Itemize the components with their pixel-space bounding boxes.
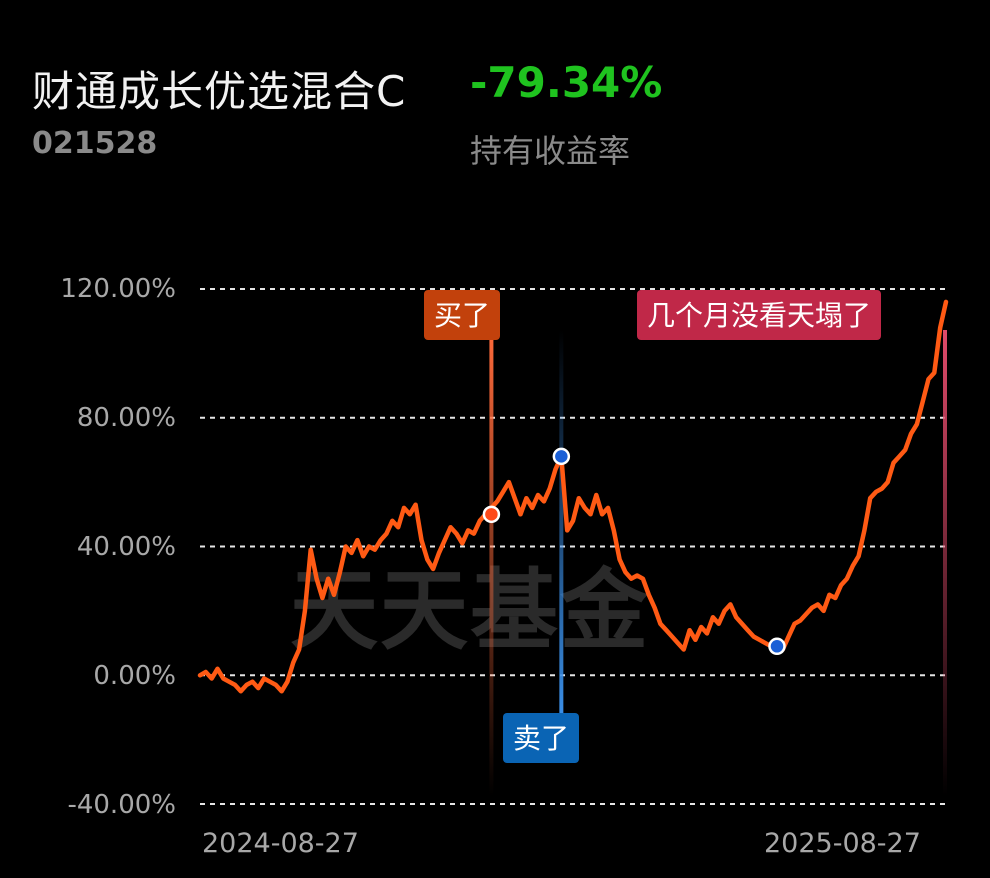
- buy-point: [482, 505, 501, 524]
- y-tick-label: -40.00%: [67, 790, 176, 820]
- y-tick-label: 120.00%: [60, 274, 176, 304]
- holding-return-label: 持有收益率: [470, 132, 631, 170]
- series-line: [197, 299, 949, 694]
- y-tick-label: 80.00%: [76, 403, 176, 433]
- buy-annotation: 买了: [424, 290, 501, 340]
- sell-guide-line: [559, 330, 564, 715]
- fund-name: 财通成长优选混合C: [32, 67, 407, 116]
- y-tick-label: 0.00%: [93, 661, 176, 691]
- y-tick-label: 40.00%: [76, 532, 176, 562]
- watermark: 天天基金: [290, 559, 651, 662]
- x-tick-label-start: 2024-08-27: [202, 828, 359, 859]
- trough-point: [768, 637, 786, 656]
- sell-point: [552, 447, 571, 466]
- x-tick-label-end: 2025-08-27: [764, 828, 921, 859]
- holding-return-value: -79.34%: [470, 58, 663, 107]
- crash-guide-line: [943, 330, 947, 796]
- buy-guide-line: [489, 330, 494, 796]
- sell-annotation: 卖了: [503, 713, 580, 763]
- crash-annotation: 几个月没看天塌了: [637, 290, 882, 340]
- fund-code: 021528: [32, 126, 158, 161]
